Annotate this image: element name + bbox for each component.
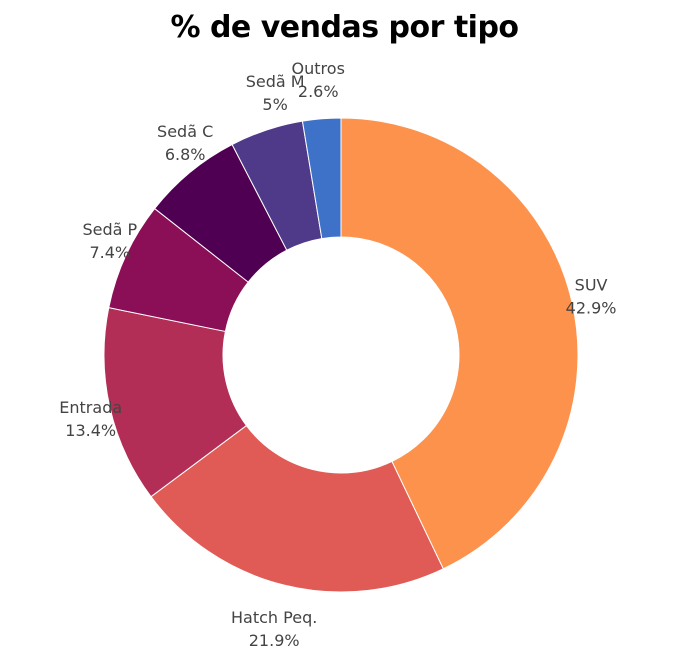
category-label: Outros [292, 59, 345, 78]
category-label: Hatch Peq. [231, 608, 317, 627]
value-label: 5% [262, 95, 287, 114]
category-label: Sedã C [157, 122, 213, 141]
label-seda-p: Sedã P 7.4% [82, 220, 137, 262]
value-label: 7.4% [89, 243, 130, 262]
value-label: 42.9% [566, 298, 617, 317]
slice-hatch-peq [150, 424, 444, 593]
label-seda-c: Sedã C 6.8% [157, 122, 213, 164]
value-label: 21.9% [249, 631, 300, 650]
value-label: 13.4% [65, 421, 116, 440]
slice-entrada [103, 307, 248, 498]
category-label: Sedã M [246, 72, 305, 91]
label-entrada: Entrada 13.4% [59, 398, 122, 440]
label-outros: Outros 2.6% [292, 59, 345, 101]
label-suv: SUV 42.9% [566, 275, 617, 317]
category-label: Entrada [59, 398, 122, 417]
label-hatch-peq: Hatch Peq. 21.9% [231, 608, 317, 650]
slice-suv [340, 117, 579, 570]
value-label: 6.8% [165, 145, 206, 164]
category-label: SUV [575, 275, 608, 294]
category-label: Sedã P [82, 220, 137, 239]
value-label: 2.6% [298, 82, 339, 101]
slice-outros [301, 117, 342, 240]
chart-title: % de vendas por tipo [170, 10, 519, 45]
label-seda-m: Sedã M 5% [246, 72, 305, 114]
